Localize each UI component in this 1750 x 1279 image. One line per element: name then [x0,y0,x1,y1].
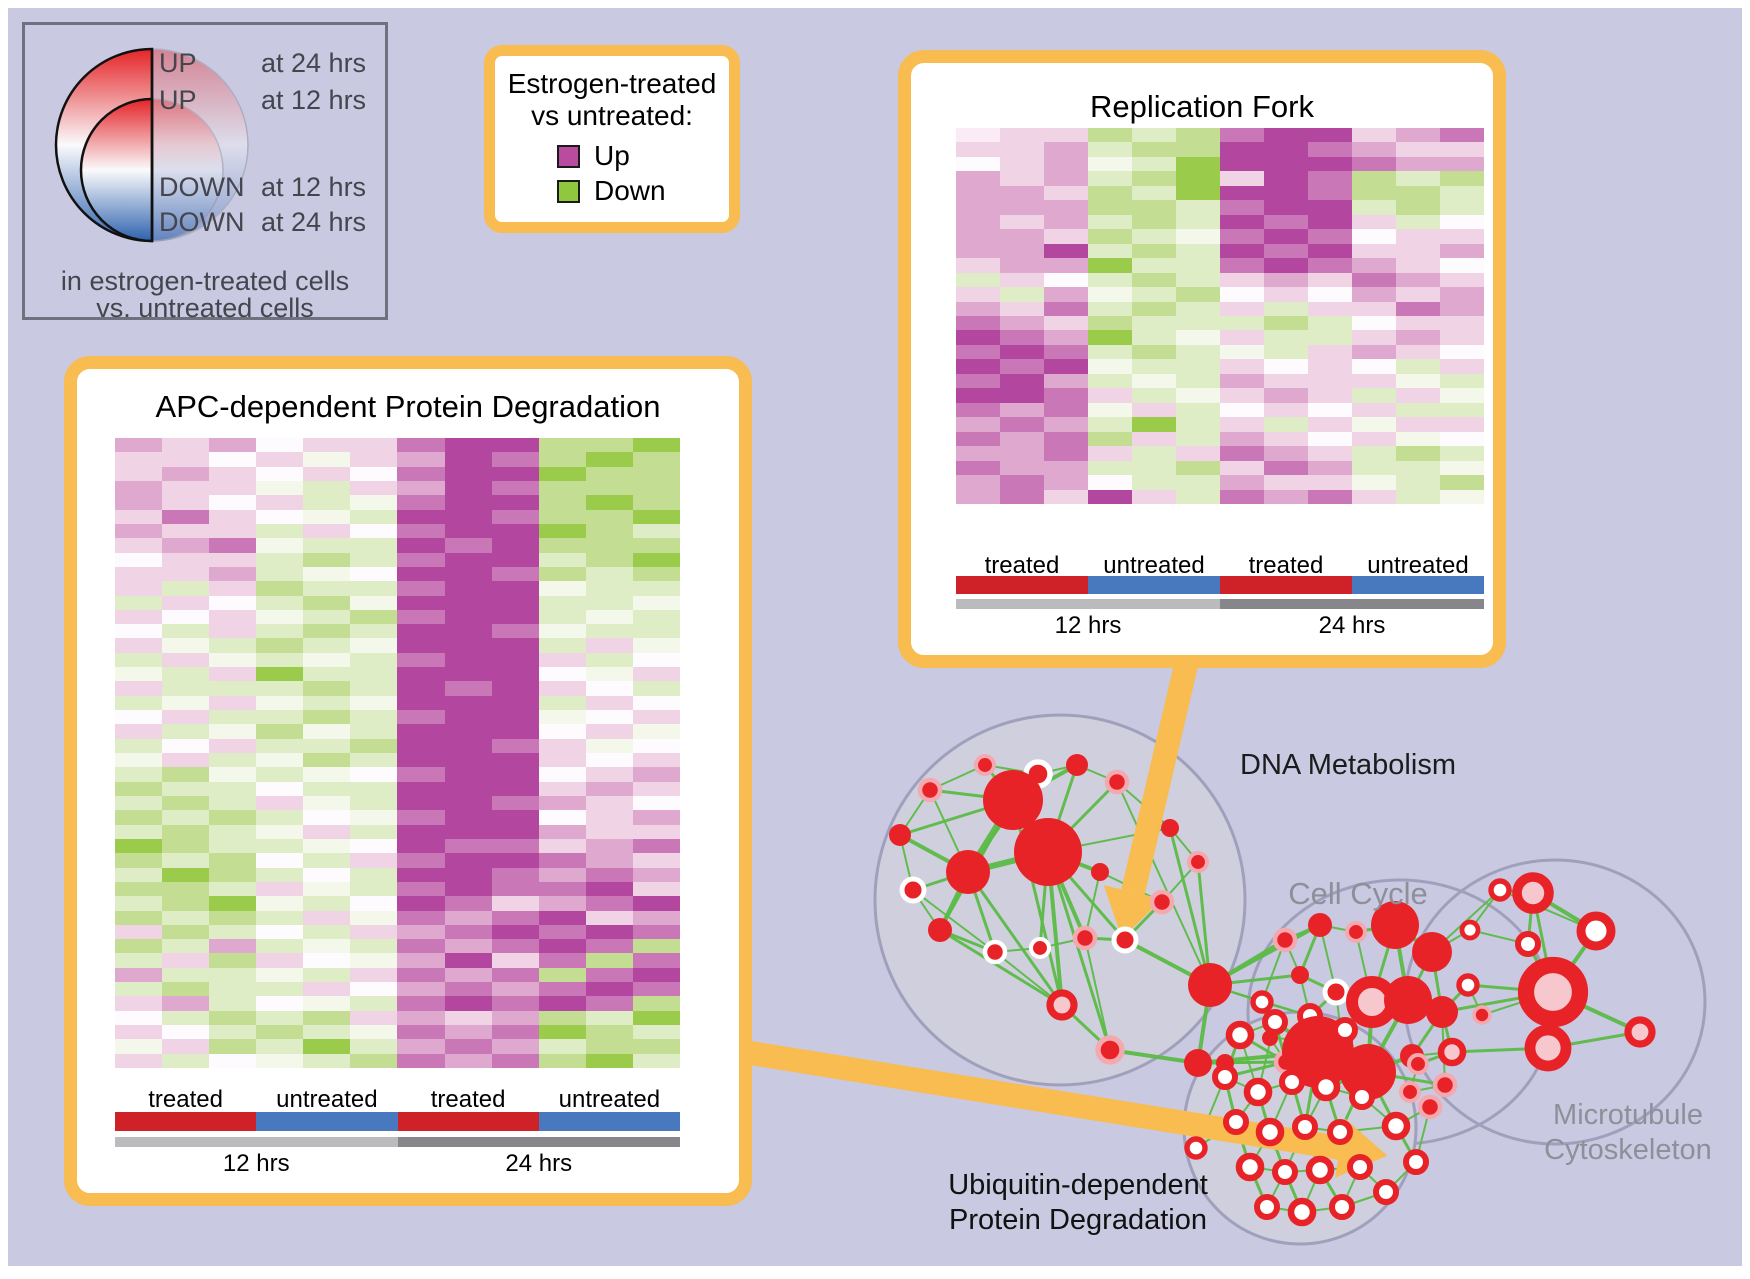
sample-label: treated [984,552,1060,579]
sample-label: untreated [1103,552,1205,579]
apc-panel: APC-dependent Protein Degradation treate… [64,356,752,1206]
svg-text:Cell Cycle: Cell Cycle [1288,876,1428,911]
down-label: Down [594,175,666,206]
sample-label: untreated [276,1086,378,1113]
network-labels: DNA Metabolism Cell Cycle MicrotubuleCytos… [948,749,1712,1236]
legend-down-12-dir: DOWN [159,172,245,202]
svg-text:Protein Degradation: Protein Degradation [949,1204,1207,1236]
time-label: 24 hrs [1318,612,1386,639]
legend-up-24-time: at 24 hrs [261,48,367,78]
legend-item-down: Down [557,175,666,207]
apc-sample-labels: treated untreated treated untreated [115,1086,680,1113]
estrogen-legend-title-line1: Estrogen-treated [507,68,717,99]
legend-footer-line1: in estrogen-treated cells [60,266,350,296]
network-nodes [889,753,1656,1227]
up-label: Up [594,140,630,171]
comparison-legend: UP at 24 hrs UP at 12 hrs DOWN at 12 hrs… [22,22,388,323]
legend-up-24-dir: UP [159,48,197,78]
svg-text:Cytoskeleton: Cytoskeleton [1544,1134,1712,1166]
sample-label: treated [1248,552,1324,579]
treatment-color-bar [115,1112,680,1131]
replication-fork-heatmap [956,128,1484,504]
down-color-swatch [557,179,580,203]
legend-down-12-time: at 12 hrs [261,172,367,202]
time-color-bar [956,599,1484,609]
sample-label: treated [148,1086,223,1113]
replication-fork-time-labels: 12 hrs 24 hrs [956,612,1484,639]
legend-down-24-dir: DOWN [159,207,245,237]
sample-label: untreated [1367,552,1469,579]
legend-down-24-time: at 24 hrs [261,207,367,237]
time-label: 12 hrs [222,1150,290,1177]
legend-footer-line2: vs. untreated cells [96,293,314,323]
replication-fork-sample-labels: treated untreated treated untreated [956,552,1484,579]
legend-up-12-time: at 12 hrs [261,85,367,115]
time-label: 24 hrs [505,1150,573,1177]
replication-fork-panel: Replication Fork treated untreated treat… [898,50,1506,668]
estrogen-legend: Estrogen-treated vs untreated: Up Down [484,45,740,233]
apc-time-labels: 12 hrs 24 hrs [115,1150,680,1178]
apc-title: APC-dependent Protein Degradation [155,389,661,424]
svg-text:DNA Metabolism: DNA Metabolism [1240,749,1456,781]
legend-item-up: Up [557,140,630,172]
time-color-bar [115,1137,680,1147]
estrogen-legend-title-line2: vs untreated: [531,100,693,131]
time-label: 12 hrs [1054,612,1122,639]
sample-label: untreated [558,1086,661,1113]
svg-text:Microtubule: Microtubule [1553,1099,1703,1131]
up-color-swatch [557,144,580,168]
replication-fork-title: Replication Fork [1090,89,1314,124]
apc-heatmap [115,438,680,1068]
svg-text:Ubiquitin-dependent: Ubiquitin-dependent [948,1169,1208,1201]
legend-up-12-dir: UP [159,85,197,115]
updown-gradient-rings-icon [54,47,249,243]
treatment-color-bar [956,576,1484,594]
sample-label: treated [430,1086,506,1113]
